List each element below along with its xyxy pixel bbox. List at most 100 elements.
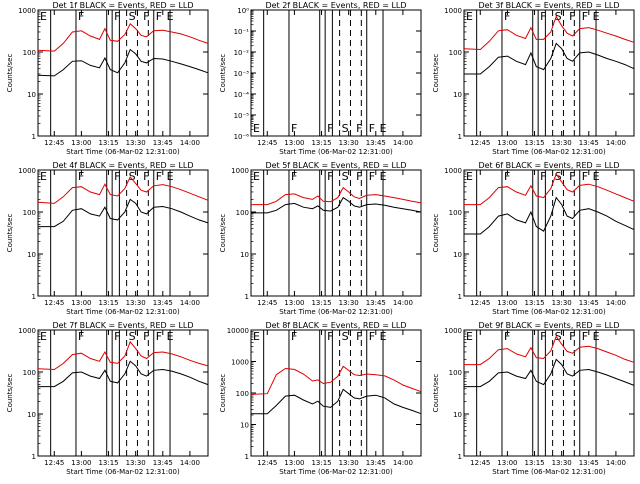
y-axis-label: Counts/sec	[432, 374, 440, 413]
phase-marker: S	[342, 330, 349, 343]
x-tick-label: 13:45	[153, 139, 173, 147]
y-tick-label: 1	[32, 453, 36, 461]
phase-marker: F	[540, 10, 546, 23]
plot-frame	[250, 9, 422, 137]
y-tick-label: 10	[27, 91, 36, 99]
phase-marker: E	[167, 10, 174, 23]
x-tick-label: 13:00	[284, 459, 304, 467]
y-tick-label: 1000	[18, 7, 36, 15]
phase-marker: E	[380, 122, 387, 135]
phase-marker: S	[342, 170, 349, 183]
phase-marker: F	[582, 330, 588, 343]
phase-marker: E	[380, 170, 387, 183]
phase-marker: F	[143, 10, 149, 23]
phase-marker: F	[114, 330, 120, 343]
x-tick-label: 13:00	[284, 139, 304, 147]
y-tick-label: 100	[236, 390, 249, 398]
x-tick-label: 13:45	[579, 299, 599, 307]
y-tick-label: 10⁻¹	[234, 28, 250, 36]
phase-marker: E	[40, 10, 47, 23]
plot-frame	[250, 329, 422, 457]
series-line-events	[464, 42, 635, 75]
x-axis-label: Start Time (06-Mar-02 12:31:00)	[492, 468, 606, 476]
x-tick-label: 13:15	[524, 299, 544, 307]
x-tick-label: 14:00	[606, 459, 626, 467]
x-axis-label: Start Time (06-Mar-02 12:31:00)	[492, 148, 606, 156]
x-tick-label: 12:45	[44, 459, 64, 467]
x-tick-label: 14:00	[606, 299, 626, 307]
phase-marker: F	[78, 170, 84, 183]
x-tick-label: 13:15	[311, 459, 331, 467]
x-tick-label: 13:45	[579, 459, 599, 467]
phase-marker: F	[327, 170, 333, 183]
plot-frame	[37, 9, 209, 137]
phase-marker: F	[582, 170, 588, 183]
phase-marker: E	[593, 170, 600, 183]
y-tick-label: 100	[449, 49, 462, 57]
panel-title: Det 3f BLACK = Events, RED = LLD	[478, 1, 619, 10]
y-axis-label: Counts/sec	[6, 374, 14, 413]
phase-marker: E	[167, 330, 174, 343]
x-tick-label: 13:30	[126, 139, 146, 147]
y-tick-label: 1000	[444, 327, 462, 335]
y-tick-label: 1	[458, 453, 462, 461]
phase-marker: F	[540, 330, 546, 343]
phase-marker: F	[156, 170, 162, 183]
x-tick-label: 13:30	[339, 459, 359, 467]
y-tick-label: 1000	[444, 7, 462, 15]
y-tick-label: 100	[23, 49, 36, 57]
x-tick-label: 13:30	[552, 459, 572, 467]
series-line-lld	[464, 335, 635, 366]
x-tick-label: 12:45	[470, 139, 490, 147]
x-tick-label: 13:15	[98, 299, 118, 307]
phase-marker: F	[540, 170, 546, 183]
y-axis-label: Counts/sec	[6, 214, 14, 253]
x-tick-label: 13:45	[153, 459, 173, 467]
x-tick-label: 14:00	[180, 139, 200, 147]
panel-title: Det 4f BLACK = Events, RED = LLD	[52, 161, 193, 170]
y-axis-label: Counts/sec	[432, 214, 440, 253]
x-tick-label: 13:30	[339, 299, 359, 307]
y-tick-label: 10	[453, 251, 462, 259]
phase-marker: F	[114, 10, 120, 23]
x-tick-label: 14:00	[180, 459, 200, 467]
phase-marker: E	[466, 330, 473, 343]
phase-marker: E	[593, 330, 600, 343]
phase-marker: F	[504, 10, 510, 23]
phase-marker: F	[78, 10, 84, 23]
series-line-lld	[251, 186, 422, 206]
series-line-events	[38, 360, 209, 388]
x-tick-label: 13:15	[524, 459, 544, 467]
phase-marker: F	[356, 170, 362, 183]
plot-frame	[463, 169, 635, 297]
panel-title: Det 1f BLACK = Events, RED = LLD	[52, 1, 193, 10]
x-tick-label: 14:00	[393, 139, 413, 147]
series-line-lld	[37, 22, 209, 52]
y-tick-label: 10	[27, 251, 36, 259]
panel-title: Det 8f BLACK = Events, RED = LLD	[265, 321, 406, 330]
phase-marker: F	[78, 330, 84, 343]
phase-marker: E	[40, 330, 47, 343]
x-axis-label: Start Time (06-Mar-02 12:31:00)	[66, 468, 180, 476]
phase-marker: F	[156, 10, 162, 23]
x-tick-label: 13:00	[71, 299, 91, 307]
y-tick-label: 1000	[444, 167, 462, 175]
phase-marker: E	[253, 170, 260, 183]
x-tick-label: 13:15	[311, 299, 331, 307]
y-tick-label: 1	[32, 293, 36, 301]
y-tick-label: 10⁻⁴	[234, 91, 250, 99]
plot-frame	[250, 169, 422, 297]
y-axis-label: Counts/sec	[6, 54, 14, 93]
panel-title: Det 2f BLACK = Events, RED = LLD	[265, 1, 406, 10]
y-tick-label: 1	[32, 133, 36, 141]
y-tick-label: 10	[453, 91, 462, 99]
phase-marker: S	[342, 122, 349, 135]
x-tick-label: 13:00	[497, 459, 517, 467]
